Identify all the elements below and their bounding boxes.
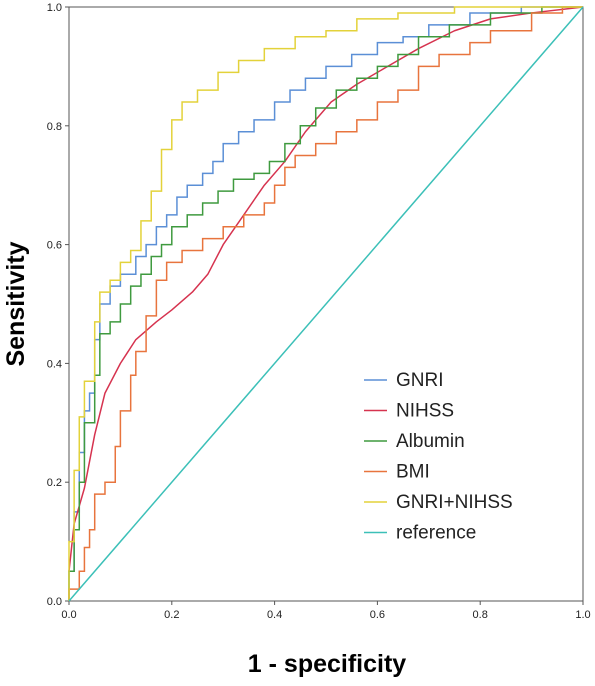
legend-entry-label: BMI (396, 462, 430, 483)
y-tick-label: 0.2 (47, 477, 62, 489)
x-axis-label: 1 - specificity (248, 650, 406, 678)
series-layer (68, 6, 584, 602)
legend-entry-label: NIHSS (396, 401, 454, 422)
legend-entry-label: Albumin (396, 431, 465, 452)
legend-entry-label: GNRI+NIHSS (396, 492, 513, 513)
series-line-gnri-nihss (68, 6, 583, 601)
plot-frame (68, 6, 584, 602)
y-tick-label: 0.0 (47, 596, 62, 608)
legend: GNRI NIHSS Albumin BMI GNRI+NIHSS reference (364, 370, 513, 544)
y-axis-label: Sensitivity (2, 241, 30, 366)
series-line-reference (68, 6, 584, 602)
x-tick-label: 0.4 (267, 609, 282, 621)
x-tick-label: 0.6 (370, 609, 385, 621)
series-line-bmi (68, 6, 583, 601)
legend-entry-label: GNRI (396, 370, 444, 391)
y-tick-label: 0.8 (47, 121, 62, 133)
x-tick-label: 0.0 (61, 609, 76, 621)
x-tick-label: 0.2 (164, 609, 179, 621)
y-tick-label: 0.4 (47, 358, 62, 370)
x-tick-label: 1.0 (575, 609, 590, 621)
legend-entry-label: reference (396, 523, 476, 544)
axes: 0.0 0.2 0.4 0.6 0.8 1.0 0.0 0.2 0.4 0.6 0.8 1.0 (47, 2, 591, 621)
y-tick-label: 1.0 (47, 2, 62, 14)
x-tick-label: 0.8 (473, 609, 488, 621)
y-tick-label: 0.6 (47, 240, 62, 252)
series-line-albumin (68, 6, 583, 601)
series-line-nihss (68, 6, 584, 572)
